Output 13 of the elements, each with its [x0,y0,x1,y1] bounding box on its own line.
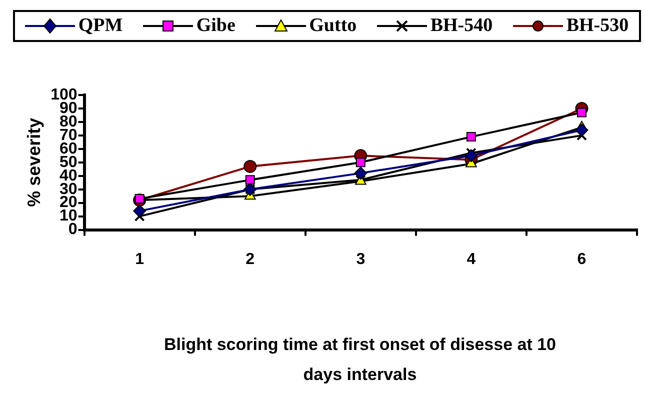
legend-label: BH-540 [430,15,493,37]
y-tick-label: 0 [68,221,78,238]
x-tick-label: 6 [577,250,586,268]
y-axis-title: % severity [24,118,44,207]
legend-label: Gutto [309,15,357,37]
x-tick-label: 3 [356,250,366,268]
x-tick-label: 4 [466,250,476,268]
x-tick-label: 2 [246,250,255,268]
legend-label: BH-530 [566,15,629,37]
x-tick-label: 1 [135,250,144,268]
x-axis-title: Blight scoring time at first onset of disesse at 10 days intervals [162,334,558,386]
legend-label: QPM [78,15,123,37]
legend-label: Gibe [196,15,236,37]
